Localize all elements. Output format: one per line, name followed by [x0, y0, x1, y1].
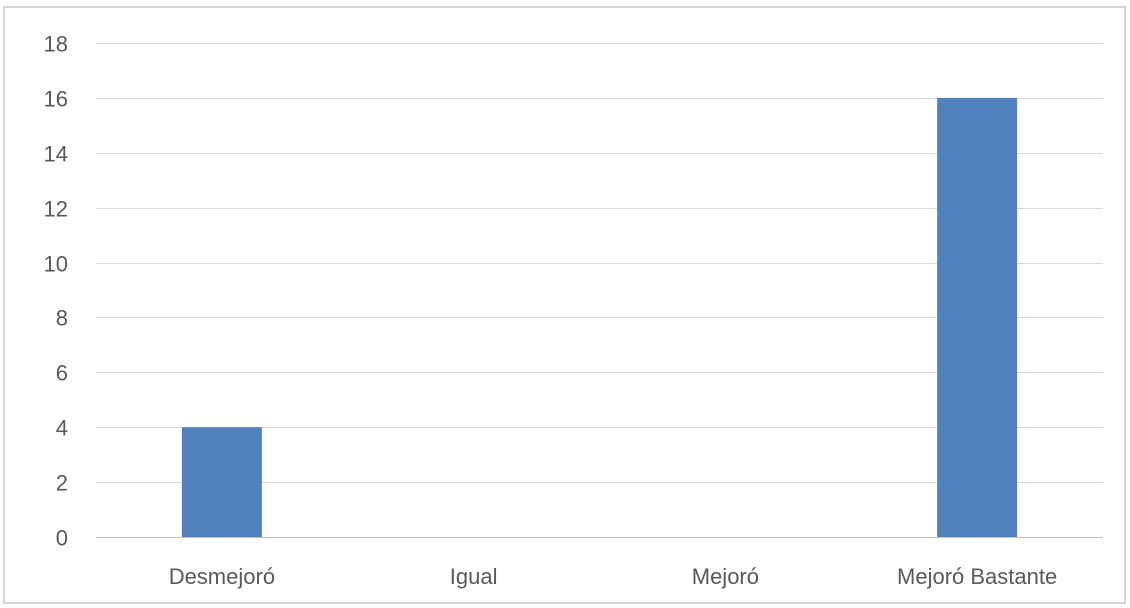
y-tick-label: 8	[56, 306, 68, 331]
bars	[181, 97, 1018, 537]
x-axis-labels: Desmejoró Igual Mejoró Mejoró Bastante	[169, 564, 1058, 589]
y-tick-label: 10	[44, 252, 68, 277]
gridlines	[96, 43, 1103, 483]
y-tick-label: 16	[44, 87, 68, 112]
y-tick-label: 18	[44, 32, 68, 57]
y-tick-label: 12	[44, 197, 68, 222]
bar-desmejoró	[181, 427, 262, 537]
x-category-label: Mejoró Bastante	[897, 564, 1057, 589]
x-category-label: Desmejoró	[169, 564, 275, 589]
y-axis-ticks: 0 2 4 6 8 10 12 14 16 18	[44, 32, 68, 551]
y-tick-label: 2	[56, 471, 68, 496]
y-tick-label: 6	[56, 361, 68, 386]
bar-mejoró-bastante	[937, 97, 1018, 537]
x-category-label: Mejoró	[692, 564, 759, 589]
y-tick-label: 14	[44, 142, 68, 167]
x-category-label: Igual	[450, 564, 498, 589]
y-tick-label: 0	[56, 526, 68, 551]
y-tick-label: 4	[56, 416, 68, 441]
